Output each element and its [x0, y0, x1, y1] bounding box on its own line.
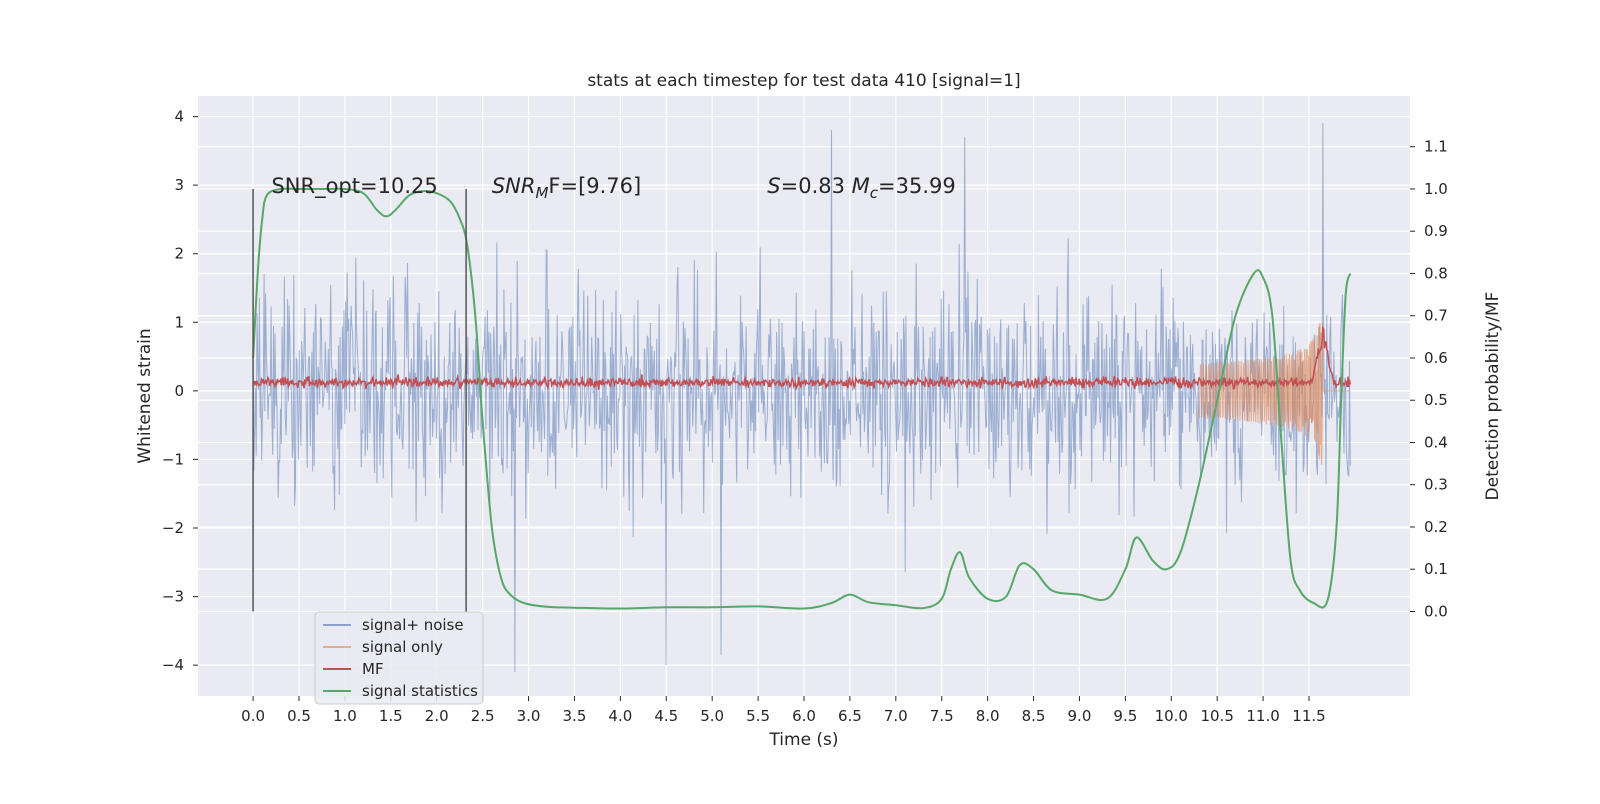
annotation-part: =35.99 [878, 174, 956, 198]
legend-label: signal+ noise [362, 616, 464, 634]
y-tick-label: −4 [162, 656, 184, 674]
y-right-tick-label: 0.8 [1424, 264, 1448, 282]
vertical-marker-lines [252, 188, 467, 612]
y-right-tick-label: 0.9 [1424, 222, 1448, 240]
y-right-tick-label: 0.5 [1424, 391, 1448, 409]
axes-layer: 0.0 0.5 1.0 1.5 2.0 2.5 3.0 3.5 4.0 4.5 5.0 5.5 6.0 6… [162, 108, 1448, 725]
legend-box [314, 611, 484, 705]
y-right-tick-label: 0.3 [1424, 476, 1448, 494]
y-right-tick-label: 0.7 [1424, 307, 1448, 325]
x-tick-label: 0.0 [241, 707, 265, 725]
annotation-part: c [870, 184, 879, 202]
annotation-snr-opt: SNR_opt=10.25 [271, 174, 437, 199]
annotation-part: SNR [492, 174, 536, 198]
y-right-tick-label: 0.6 [1424, 349, 1448, 367]
x-tick-label: 9.5 [1113, 707, 1137, 725]
chart-title: stats at each timestep for test data 410… [587, 71, 1020, 91]
y-tick-label: 2 [174, 245, 184, 263]
x-tick-label: 4.5 [654, 707, 678, 725]
annotation-part: M [535, 184, 548, 202]
annotation-s-mc: S=0.83 Mc=35.99 [767, 174, 955, 202]
x-tick-label: 11.0 [1246, 707, 1279, 725]
y-right-tick-label: 0.4 [1424, 433, 1448, 451]
y-tick-label: 4 [174, 108, 184, 126]
x-tick-label: 10.5 [1200, 707, 1233, 725]
grid-layer [198, 96, 1410, 696]
y-right-tick-label: 1.1 [1424, 138, 1448, 156]
x-axis-label: Time (s) [768, 730, 838, 750]
mf-line [252, 325, 1352, 391]
x-tick-label: 0.5 [287, 707, 311, 725]
annotation-part: =0.83 [781, 174, 852, 198]
signal-statistics-line [252, 187, 1352, 610]
x-tick-label: 11.5 [1292, 707, 1325, 725]
x-tick-label: 8.0 [976, 707, 1000, 725]
legend-label: signal statistics [362, 682, 478, 700]
legend: signal+ noise signal only MF signal statist… [314, 611, 484, 705]
signal-statistics-series [252, 187, 1352, 610]
annotation-part: S [767, 174, 780, 198]
y-right-tick-label: 0.0 [1424, 602, 1448, 620]
x-tick-label: 3.0 [517, 707, 541, 725]
y-axis-label-left: Whitened strain [135, 328, 155, 463]
x-tick-label: 1.0 [333, 707, 357, 725]
x-tick-label: 4.0 [608, 707, 632, 725]
y-right-tick-label: 0.1 [1424, 560, 1448, 578]
x-tick-label: 5.0 [700, 707, 724, 725]
y-tick-label: −3 [162, 588, 184, 606]
y-right-tick-label: 0.2 [1424, 518, 1448, 536]
x-tick-label: 6.5 [838, 707, 862, 725]
y-tick-label: 3 [174, 176, 184, 194]
signal-noise-line [252, 123, 1351, 673]
x-tick-label: 3.5 [563, 707, 587, 725]
x-tick-label: 2.0 [425, 707, 449, 725]
x-tick-label: 8.5 [1022, 707, 1046, 725]
y-right-tick-label: 1.0 [1424, 180, 1448, 198]
x-tick-label: 1.5 [379, 707, 403, 725]
x-tick-label: 2.5 [471, 707, 495, 725]
y-axis-label-right: Detection probability/MF [1483, 292, 1503, 501]
legend-label: MF [362, 660, 384, 678]
annotation-part: F=[9.76] [548, 174, 641, 198]
y-tick-label: −1 [162, 450, 184, 468]
signal-noise-series [252, 123, 1351, 673]
x-tick-label: 9.0 [1068, 707, 1092, 725]
y-tick-label: 0 [174, 382, 184, 400]
mf-series [252, 325, 1352, 391]
y-tick-label: −2 [162, 519, 184, 537]
x-tick-label: 10.0 [1155, 707, 1188, 725]
x-tick-label: 5.5 [746, 707, 770, 725]
annotation-part: M [852, 174, 870, 198]
legend-label: signal only [362, 638, 443, 656]
annotation-snr-mf: SNRMF=[9.76] [492, 174, 641, 202]
x-tick-label: 7.5 [930, 707, 954, 725]
x-tick-label: 6.0 [792, 707, 816, 725]
x-tick-label: 7.0 [884, 707, 908, 725]
y-tick-label: 1 [174, 313, 184, 331]
